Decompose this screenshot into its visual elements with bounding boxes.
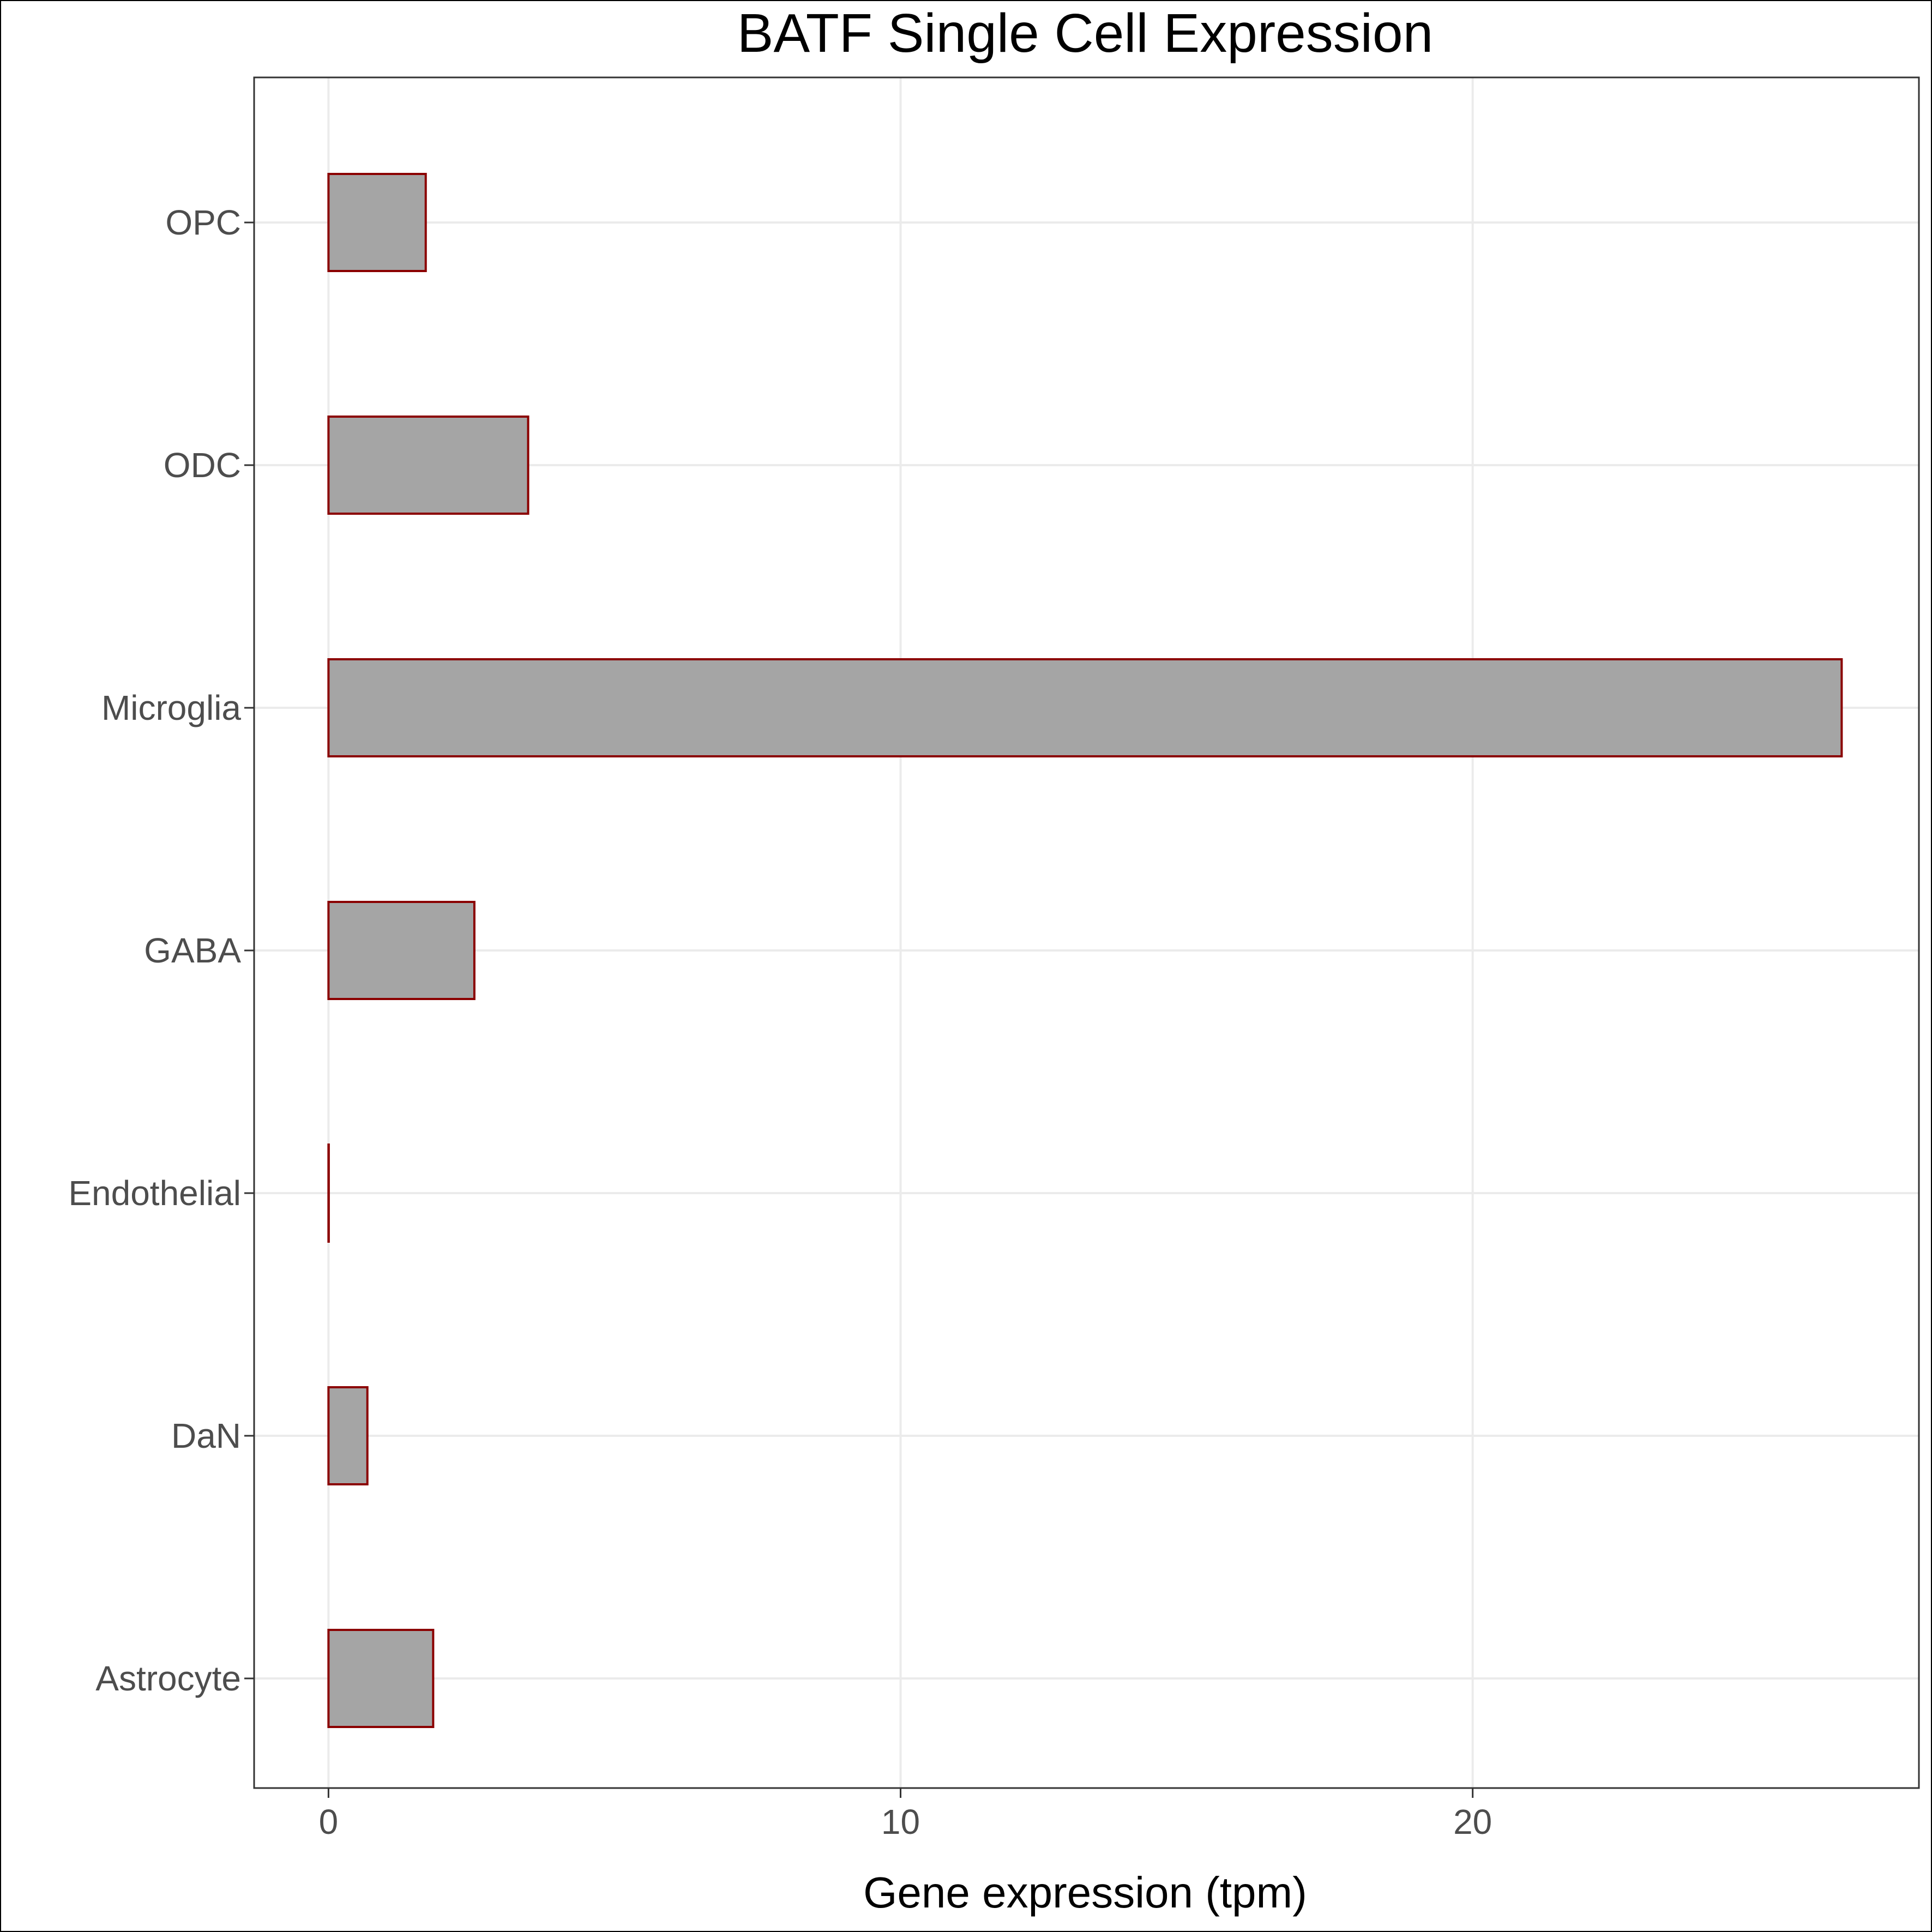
x-tick-label: 20 [1453, 1802, 1492, 1841]
y-tick-label: DaN [171, 1416, 241, 1455]
grid-layer [254, 77, 1919, 1788]
x-tick-label: 0 [319, 1802, 339, 1841]
bar-gaba [327, 901, 476, 1000]
chart-title: BATF Single Cell Expression [737, 3, 1433, 64]
x-tick-labels: 0 10 20 [319, 1788, 1492, 1841]
y-tick-labels: Astrocyte DaN Endothelial GABA Microglia ODC O… [68, 203, 254, 1698]
bar-opc [327, 173, 427, 272]
y-tick-label: Microglia [101, 688, 241, 727]
x-tick-label: 10 [881, 1802, 920, 1841]
bars-layer [327, 173, 1843, 1728]
y-tick-label: Astrocyte [95, 1659, 241, 1698]
y-tick-label: OPC [165, 203, 241, 242]
y-tick-label: ODC [164, 446, 241, 485]
bar-odc [327, 416, 529, 515]
bar-dan [327, 1386, 369, 1485]
bar-endothelial [327, 1143, 330, 1243]
y-tick-label: GABA [144, 931, 241, 970]
panel-border [253, 76, 1920, 1789]
y-tick-label: Endothelial [68, 1173, 241, 1213]
x-axis-title: Gene expression (tpm) [863, 1868, 1307, 1917]
bar-astrocyte [327, 1629, 435, 1728]
bar-microglia [327, 658, 1843, 757]
